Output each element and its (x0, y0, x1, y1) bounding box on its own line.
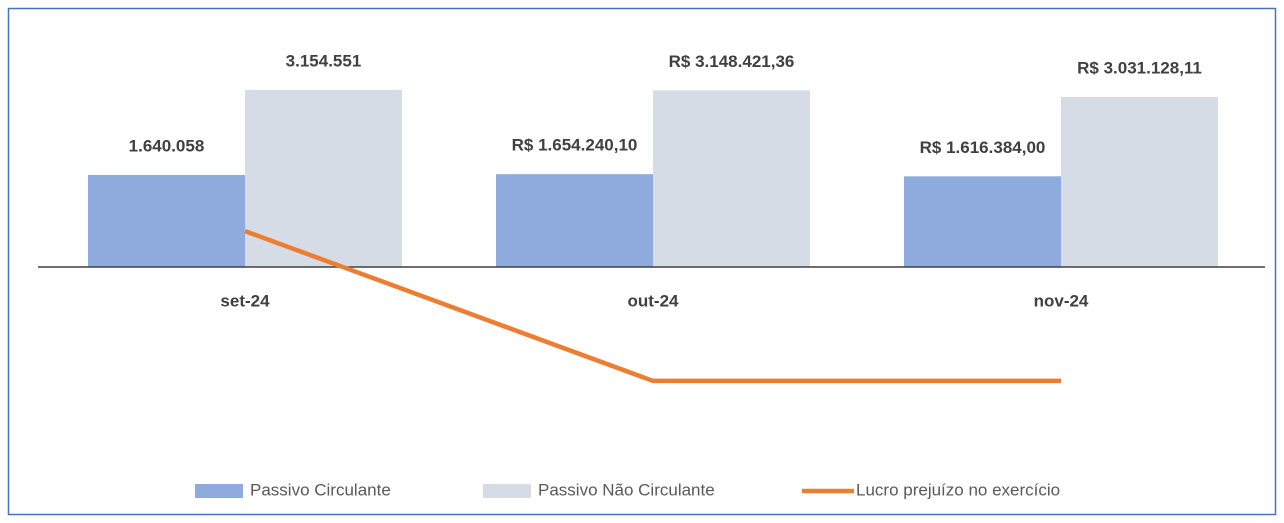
data-label: R$ 1.616.384,00 (920, 138, 1046, 157)
bar (245, 89, 402, 268)
line-series (244, 228, 1061, 384)
bar (496, 174, 653, 268)
bar (88, 174, 245, 268)
data-label: R$ 3.031.128,11 (1077, 58, 1202, 77)
data-label: 3.154.551 (286, 51, 362, 70)
legend-label: Passivo Circulante (250, 480, 391, 499)
x-tick-label: set-24 (220, 291, 270, 310)
x-tick-label: out-24 (628, 291, 680, 310)
bar (1061, 96, 1218, 268)
data-label: R$ 1.654.240,10 (512, 136, 638, 155)
bar (904, 176, 1061, 268)
legend-label: Lucro prejuízo no exercício (856, 480, 1060, 499)
data-label: R$ 3.148.421,36 (669, 52, 795, 71)
x-tick-label: nov-24 (1034, 291, 1089, 310)
legend-swatch (483, 484, 531, 498)
data-label: 1.640.058 (129, 136, 205, 155)
legend-label: Passivo Não Circulante (538, 480, 715, 499)
legend-swatch (195, 484, 243, 498)
bar (653, 90, 810, 268)
